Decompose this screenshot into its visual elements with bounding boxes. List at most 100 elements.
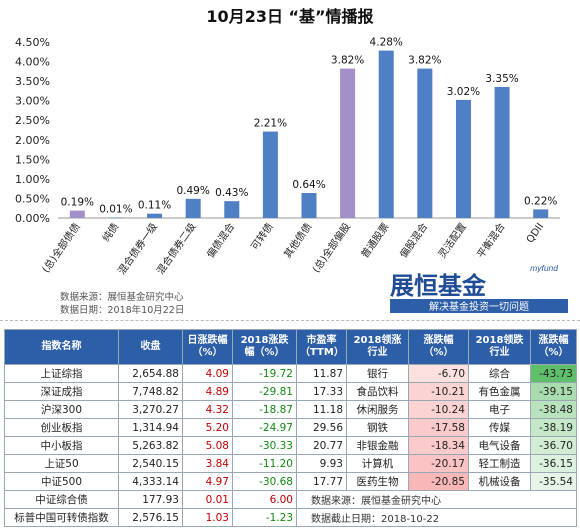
- lag-industry: 电气设备: [468, 436, 531, 455]
- category-label: 普通股票: [358, 220, 392, 260]
- category-label: (总)全部偏股: [309, 220, 353, 275]
- day-change: 4.09: [182, 364, 233, 383]
- ytd-change: -11.20: [232, 454, 297, 473]
- y-tick-label: 1.00%: [15, 173, 50, 186]
- bar: [301, 192, 317, 218]
- table-row: 上证50 2,540.15 3.84 -11.20 9.93 计算机 -20.17 轻工制造 -…: [4, 454, 577, 473]
- header-pe: 市盈率（TTM）: [296, 329, 347, 365]
- table-row: 中小板指 5,263.82 5.08 -30.33 20.77 非银金融 -18.34 电气设…: [4, 436, 577, 455]
- category-label: 灵活配置: [436, 221, 469, 261]
- day-change: 0.01: [182, 490, 233, 509]
- pe-ratio: 20.77: [296, 436, 347, 455]
- source-text: 数据来源：展恒基金研究中心: [60, 292, 184, 303]
- data-label: 0.64%: [292, 179, 325, 191]
- pe-ratio: 11.87: [296, 364, 347, 383]
- lead-change: -6.70: [408, 364, 469, 383]
- category-label: 混合债券一级: [115, 220, 160, 277]
- data-label: 2.21%: [254, 118, 287, 130]
- day-change: 4.97: [182, 472, 233, 491]
- company-logo: myfund 展恒基金 解决基金投资一切问题: [390, 263, 568, 313]
- day-change: 5.20: [182, 418, 233, 437]
- index-name: 中证综合债: [4, 490, 119, 509]
- ytd-change: -19.72: [232, 364, 297, 383]
- ytd-change: -30.68: [232, 472, 297, 491]
- bar: [417, 68, 433, 219]
- data-label: 3.82%: [408, 55, 441, 67]
- close-value: 2,540.15: [118, 454, 183, 473]
- section-divider: [0, 320, 580, 321]
- pe-ratio: 29.56: [296, 418, 347, 437]
- lag-change: -36.70: [530, 436, 577, 455]
- category-label: 可转债: [248, 220, 276, 252]
- bar: [494, 86, 510, 218]
- index-name: 深证成指: [4, 382, 119, 401]
- index-name: 标普中国可转债指数: [4, 508, 119, 527]
- day-change: 4.32: [182, 400, 233, 419]
- bar: [340, 68, 356, 219]
- category-label: 偏股混合: [397, 220, 431, 260]
- ytd-change: -30.33: [232, 436, 297, 455]
- data-label: 0.01%: [99, 204, 132, 216]
- lag-change: -43.73: [530, 364, 577, 383]
- ytd-change: -1.23: [232, 508, 297, 527]
- y-tick-label: 1.50%: [15, 153, 50, 166]
- chart-source: 数据来源：展恒基金研究中心 数据日期：2018年10月22日: [60, 291, 184, 317]
- lag-industry: 机械设备: [468, 472, 531, 491]
- index-name: 中小板指: [4, 436, 119, 455]
- header-index-name: 指数名称: [4, 329, 119, 365]
- lead-industry: 计算机: [346, 454, 409, 473]
- close-value: 2,576.15: [118, 508, 183, 527]
- header-lag-change: 涨跌幅（%）: [530, 329, 577, 365]
- lag-change: -39.15: [530, 382, 577, 401]
- y-tick-label: 0.50%: [15, 192, 50, 205]
- category-label: 纯债: [99, 220, 121, 244]
- category-label: 平衡混合: [474, 220, 508, 260]
- data-label: 0.19%: [61, 197, 94, 209]
- data-label: 3.35%: [485, 73, 518, 85]
- lead-industry: 休闲服务: [346, 400, 409, 419]
- day-change: 4.89: [182, 382, 233, 401]
- table-row: 创业板指 1,314.94 5.20 -24.97 29.56 钢铁 -17.58 传媒 -38…: [4, 418, 577, 437]
- bar: [378, 50, 394, 218]
- ytd-change: -29.81: [232, 382, 297, 401]
- index-name: 创业板指: [4, 418, 119, 437]
- header-close: 收盘: [118, 329, 183, 365]
- table-row: 深证成指 7,748.82 4.89 -29.81 17.33 食品饮料 -10.21 有色金…: [4, 382, 577, 401]
- header-ytd-change: 2018涨跌幅（%）: [232, 329, 297, 365]
- header-lead-change: 涨跌幅（%）: [408, 329, 469, 365]
- header-lag-industry: 2018领跌行业: [468, 329, 531, 365]
- category-label: (总)全部债债: [39, 220, 83, 275]
- table-row: 中证综合债 177.93 0.01 6.00 数据来源：展恒基金研究中心: [4, 490, 577, 509]
- bar: [147, 213, 163, 218]
- lag-industry: 电子: [468, 400, 531, 419]
- lag-change: -36.15: [530, 454, 577, 473]
- data-label: 4.28%: [370, 37, 403, 49]
- day-change: 1.03: [182, 508, 233, 527]
- ytd-change: -24.97: [232, 418, 297, 437]
- lag-change: -38.19: [530, 418, 577, 437]
- y-tick-label: 2.00%: [15, 134, 50, 147]
- logo-wordmark: 展恒基金: [390, 272, 487, 300]
- index-name: 上证50: [4, 454, 119, 473]
- ytd-change: -18.87: [232, 400, 297, 419]
- close-value: 3,270.27: [118, 400, 183, 419]
- bar: [533, 209, 549, 218]
- pe-ratio: 9.93: [296, 454, 347, 473]
- close-value: 4,333.14: [118, 472, 183, 491]
- y-tick-label: 4.00%: [15, 56, 50, 69]
- category-label: 其他债债: [281, 220, 315, 260]
- category-label: 偏债混合: [204, 220, 238, 260]
- index-name: 沪深300: [4, 400, 119, 419]
- category-label: 混合债券二级: [154, 220, 199, 277]
- table-row: 上证综指 2,654.88 4.09 -19.72 11.87 银行 -6.70 综合 -43.…: [4, 364, 577, 383]
- lag-industry: 轻工制造: [468, 454, 531, 473]
- bar: [108, 217, 124, 219]
- logo-band: [390, 299, 568, 313]
- data-label: 0.22%: [524, 195, 557, 207]
- table-row: 标普中国可转债指数 2,576.15 1.03 -1.23 数据截止日期：2018-10…: [4, 508, 577, 527]
- close-value: 2,654.88: [118, 364, 183, 383]
- lead-change: -20.17: [408, 454, 469, 473]
- pe-ratio: 17.77: [296, 472, 347, 491]
- pe-ratio: 17.33: [296, 382, 347, 401]
- data-label: 0.49%: [176, 185, 209, 197]
